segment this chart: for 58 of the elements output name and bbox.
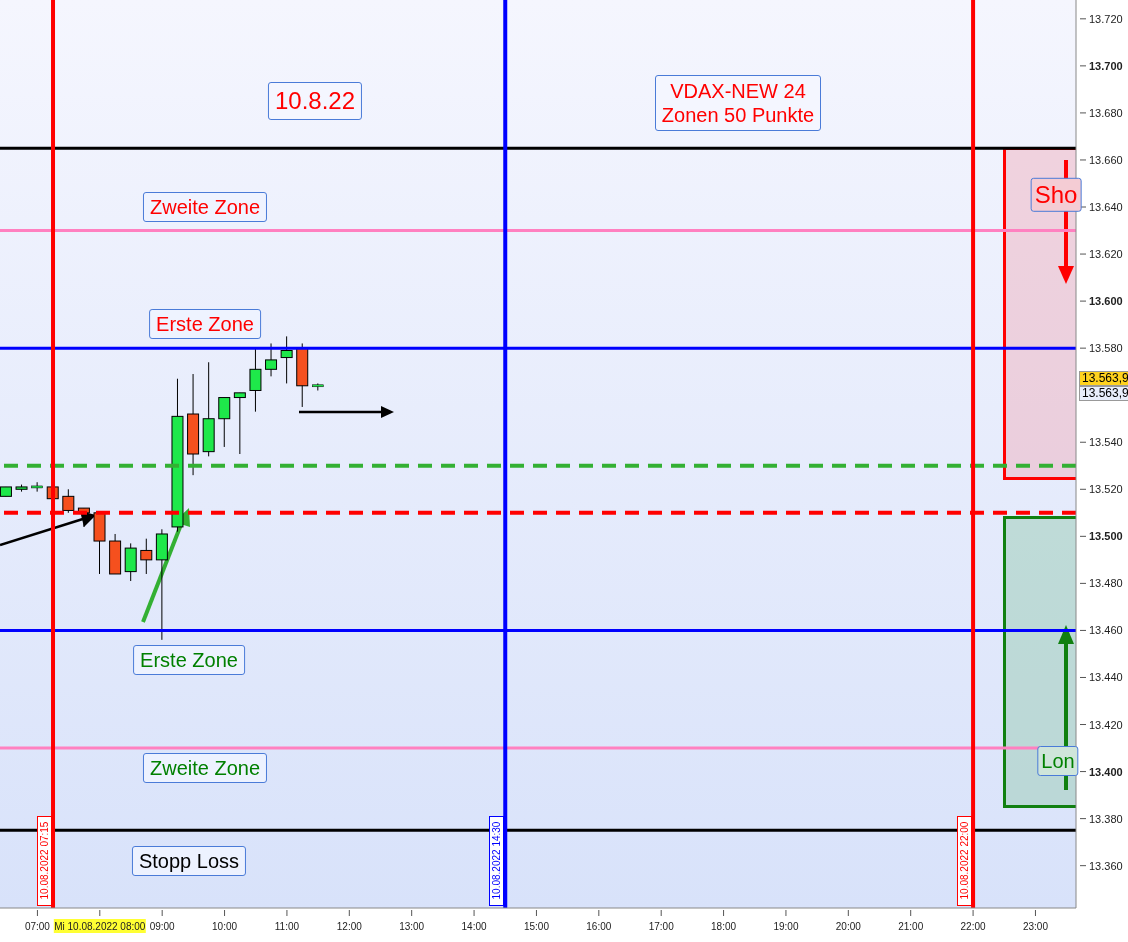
annotation: Sho — [1030, 177, 1082, 213]
x-tick-label: 21:00 — [898, 921, 924, 932]
text: 13.563,9 — [1079, 371, 1128, 387]
ref-line-label: 10.08.2022 22:00 — [957, 816, 971, 905]
x-tick-label: 10:00 — [212, 921, 238, 932]
ref-line-label: 10.08.2022 14:30 — [489, 816, 503, 905]
y-tick-label: 13.700 — [1089, 59, 1123, 72]
candlestick — [62, 488, 75, 514]
y-tick-label: 13.580 — [1089, 342, 1123, 355]
x-tick-label: Mi 10.08.2022 08:00 — [54, 921, 146, 932]
y-tick-label: 13.380 — [1089, 812, 1123, 825]
annotation: Erste Zone — [133, 645, 245, 675]
y-tick-label: 13.420 — [1089, 718, 1123, 731]
y-tick-label: 13.520 — [1089, 483, 1123, 496]
x-tick-label: 07:00 — [24, 921, 51, 932]
y-tick-label: 13.440 — [1089, 671, 1123, 684]
y-tick-label: 13.400 — [1089, 765, 1123, 778]
y-tick-label: 13.600 — [1089, 295, 1123, 308]
y-tick-label: 13.540 — [1089, 436, 1123, 449]
x-tick-label: 18:00 — [711, 921, 737, 932]
x-tick-label: 11:00 — [274, 921, 300, 932]
x-tick-label: 09:00 — [149, 921, 176, 932]
annotation: Stopp Loss — [131, 846, 247, 876]
candlestick — [249, 347, 262, 413]
y-tick-label: 13.500 — [1089, 530, 1123, 543]
y-tick-label: 13.720 — [1089, 12, 1123, 25]
ref-line-label: 10.08.2022 07:15 — [37, 816, 51, 905]
y-tick-label: 13.360 — [1089, 859, 1123, 872]
y-tick-label: 13.660 — [1089, 153, 1123, 166]
annotation: Lon — [1037, 746, 1079, 776]
candlestick — [265, 342, 278, 377]
annotation: Zweite Zone — [142, 753, 268, 783]
y-tick-label: 13.480 — [1089, 577, 1123, 590]
candlestick — [218, 397, 231, 448]
candlestick — [124, 542, 137, 582]
x-tick-label: 14:00 — [461, 921, 488, 932]
candlestick — [31, 481, 43, 493]
annotation: Zweite Zone — [142, 192, 268, 222]
y-tick-label: 13.460 — [1089, 624, 1123, 637]
candlestick — [280, 335, 293, 384]
x-tick-label: 20:00 — [835, 921, 862, 932]
x-tick-label: 17:00 — [648, 921, 675, 932]
text: 13.563,9 — [1079, 386, 1128, 402]
annotation: Erste Zone — [149, 309, 261, 339]
x-tick-label: 22:00 — [960, 921, 987, 932]
x-tick-label: 15:00 — [523, 921, 550, 932]
candlestick — [233, 392, 246, 455]
x-tick-label: 23:00 — [1022, 921, 1049, 932]
x-tick-label: 13:00 — [399, 921, 425, 932]
y-tick-label: 13.640 — [1089, 201, 1123, 214]
text: 10.8.22 — [267, 82, 363, 120]
candlestick — [140, 538, 153, 575]
x-tick-label: 19:00 — [773, 921, 799, 932]
y-tick-label: 13.680 — [1089, 106, 1123, 119]
y-tick-label: 13.620 — [1089, 248, 1123, 261]
x-tick-label: 16:00 — [586, 921, 612, 932]
text: VDAX-NEW 24 Zonen 50 Punkte — [655, 75, 821, 131]
x-tick-label: 12:00 — [336, 921, 363, 932]
